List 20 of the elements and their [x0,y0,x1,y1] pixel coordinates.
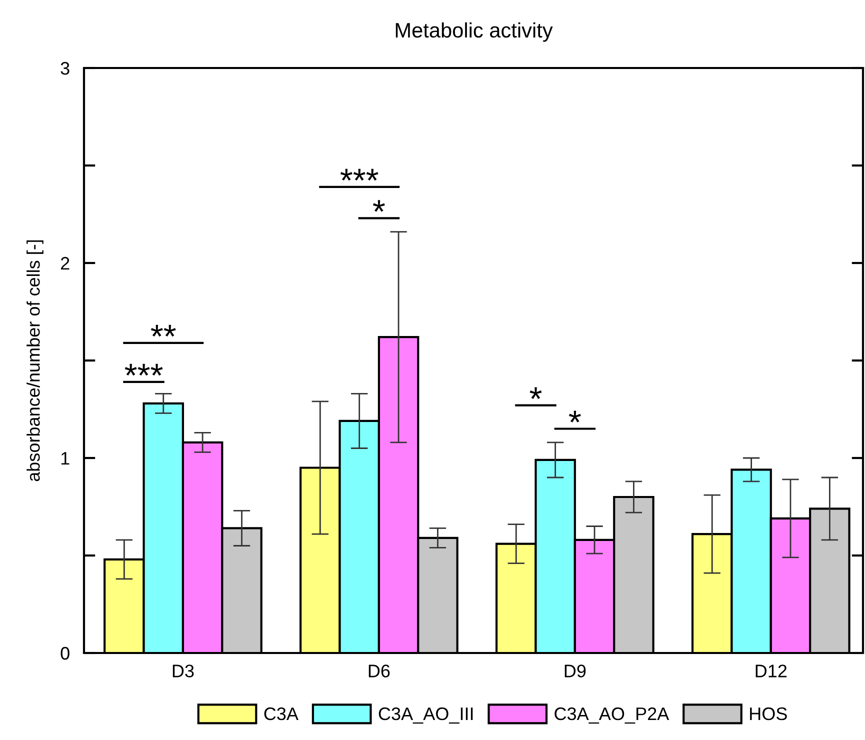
x-tick-label: D9 [564,664,586,678]
y-axis-title: absorbance/number of cells [-] [26,240,44,482]
legend-label: C3A_AO_III [378,707,473,724]
y-tick-label: 0 [60,646,70,660]
x-tick-label: D3 [172,664,194,678]
annotation: * [372,200,385,212]
annotation: * [568,410,581,422]
legend-label: C3A [264,707,298,720]
y-tick-label: 2 [60,256,70,270]
annotation: *** [340,168,378,181]
y-tick-label: 1 [61,452,70,465]
x-tick-label: D12 [756,664,787,678]
legend-label: HOS [750,707,787,720]
legend-label: C3A_AO_P2A [554,707,670,724]
annotation: *** [124,364,163,376]
chart-title: Metabolic activity [396,22,553,42]
y-tick-label: 3 [60,62,70,75]
annotation: * [530,387,542,399]
annotation: ** [150,324,176,337]
x-tick-label: D6 [368,664,390,678]
